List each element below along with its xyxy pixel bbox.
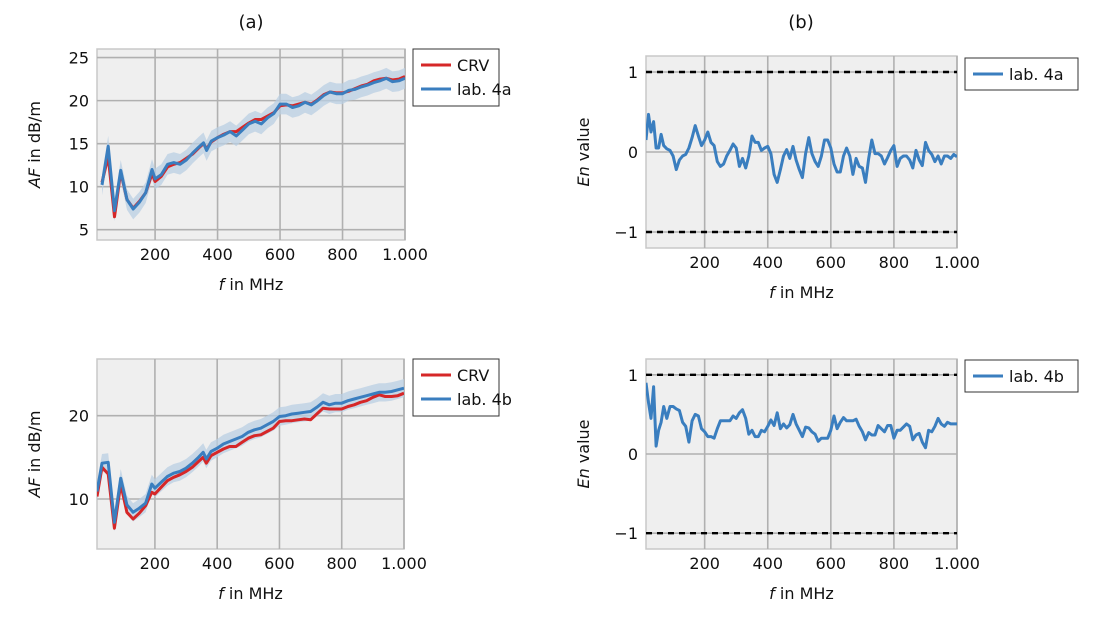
legend-label: CRV [457, 366, 489, 385]
x-tick-label: 800 [879, 253, 910, 272]
x-tick-label: 1.000 [382, 245, 428, 264]
x-tick-label: 200 [689, 554, 720, 573]
y-tick-label: 15 [69, 135, 89, 154]
y-tick-label: −1 [614, 524, 638, 543]
legend: CRV lab. 4b [412, 358, 512, 417]
x-tick-label: 1.000 [934, 554, 980, 573]
legend-label: lab. 4b [1009, 367, 1064, 386]
x-tick-label: 200 [140, 554, 171, 573]
chart-en-4a: 200 400 600 800 1.000 −1 0 1 f in MHz En value lab… [574, 55, 1079, 302]
x-axis-label: f in MHz [769, 584, 834, 603]
plot-content [97, 379, 404, 532]
x-tick-label: 400 [202, 245, 233, 264]
legend-label: lab. 4a [1009, 65, 1064, 84]
x-tick-label: 1.000 [934, 253, 980, 272]
y-tick-label: 10 [69, 178, 89, 197]
series-line [646, 112, 957, 184]
y-tick-label: 5 [79, 221, 89, 240]
y-tick-label: 0 [628, 143, 638, 162]
x-tick-label: 400 [202, 554, 233, 573]
y-tick-label: 0 [628, 445, 638, 464]
x-tick-label: 600 [264, 554, 295, 573]
legend: lab. 4b [964, 359, 1079, 393]
x-tick-label: 800 [326, 554, 357, 573]
x-tick-label: 1.000 [381, 554, 427, 573]
y-tick-label: −1 [614, 223, 638, 242]
series-line [100, 76, 405, 213]
y-axis-label: En value [574, 419, 593, 488]
plot-content [646, 70, 957, 234]
x-axis-label: f in MHz [769, 283, 834, 302]
x-tick-label: 200 [140, 245, 171, 264]
panel-label-b: (b) [788, 12, 813, 33]
legend-label: lab. 4a [457, 80, 512, 99]
x-tick-label: 200 [689, 253, 720, 272]
y-axis-label: AF in dB/m [25, 410, 44, 498]
x-tick-label: 600 [816, 554, 847, 573]
legend: CRV lab. 4a [412, 48, 512, 107]
y-tick-label: 10 [69, 490, 89, 509]
y-tick-label: 1 [628, 366, 638, 385]
plot-content [646, 373, 957, 535]
plot-content [100, 67, 405, 222]
x-tick-label: 600 [816, 253, 847, 272]
x-tick-label: 800 [327, 245, 358, 264]
y-axis-label: AF in dB/m [25, 101, 44, 189]
x-axis-label: f in MHz [218, 584, 283, 603]
x-axis-label: f in MHz [219, 275, 284, 294]
y-tick-label: 25 [69, 49, 89, 68]
y-axis-label: En value [574, 117, 593, 186]
series-line [97, 391, 404, 530]
x-tick-label: 400 [752, 253, 783, 272]
legend-label: CRV [457, 56, 489, 75]
chart-af-4a: 200 400 600 800 1.000 5 10 15 20 25 f in MHz AF in … [25, 48, 512, 294]
plot-area [96, 358, 405, 550]
chart-en-4b: 200 400 600 800 1.000 −1 0 1 f in MHz En value lab… [574, 358, 1079, 603]
series-line [97, 386, 404, 524]
legend-label: lab. 4b [457, 390, 512, 409]
series-line [646, 382, 957, 450]
y-tick-label: 1 [628, 63, 638, 82]
y-tick-label: 20 [69, 407, 89, 426]
legend-box [412, 48, 500, 107]
x-tick-label: 800 [879, 554, 910, 573]
panel-label-a: (a) [238, 12, 263, 33]
chart-af-4b: 200 400 600 800 1.000 10 20 f in MHz AF in dB/m C… [25, 358, 512, 603]
legend: lab. 4a [964, 57, 1079, 91]
legend-box [412, 358, 500, 417]
x-tick-label: 400 [752, 554, 783, 573]
x-tick-label: 600 [265, 245, 296, 264]
y-tick-label: 20 [69, 92, 89, 111]
